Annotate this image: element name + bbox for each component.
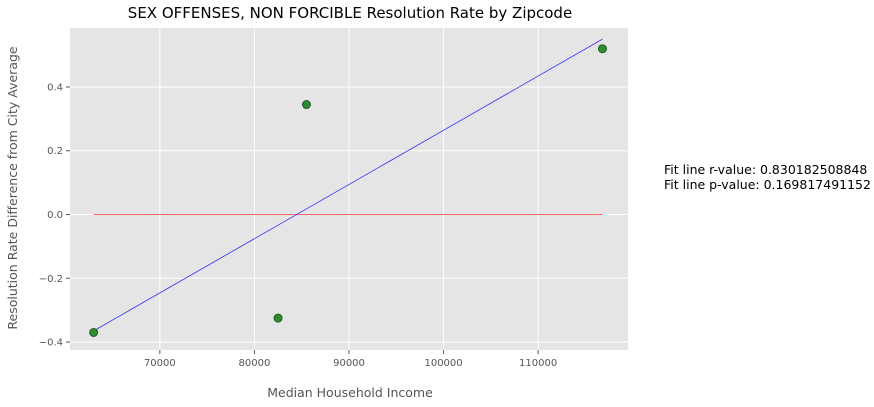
y-tick-label: −0.2 xyxy=(39,274,63,285)
x-tick-label: 70000 xyxy=(144,358,176,369)
chart-title: SEX OFFENSES, NON FORCIBLE Resolution Ra… xyxy=(128,4,572,22)
x-axis-label: Median Household Income xyxy=(267,385,433,400)
p-value-text: Fit line p-value: 0.169817491152 xyxy=(664,177,871,192)
x-tick-label: 110000 xyxy=(519,358,557,369)
y-axis-label: Resolution Rate Difference from City Ave… xyxy=(5,46,20,330)
data-point xyxy=(89,327,99,337)
x-gridlines xyxy=(159,28,539,350)
data-point xyxy=(301,100,311,110)
fit-line xyxy=(93,38,603,332)
y-ticks: −0.4 −0.2 0.0 0.2 0.4 xyxy=(39,82,70,349)
x-tick-label: 80000 xyxy=(239,358,271,369)
x-ticks: 70000 80000 90000 100000 110000 xyxy=(144,350,557,369)
fit-statistics: Fit line r-value: 0.830182508848 Fit lin… xyxy=(664,162,871,192)
data-point xyxy=(273,313,283,323)
y-tick-label: −0.4 xyxy=(39,338,63,349)
y-tick-label: 0.0 xyxy=(47,210,63,221)
data-point xyxy=(597,44,607,54)
x-tick-label: 90000 xyxy=(333,358,365,369)
data-points xyxy=(89,44,607,337)
y-tick-label: 0.2 xyxy=(47,146,63,157)
y-tick-label: 0.4 xyxy=(47,82,63,93)
x-tick-label: 100000 xyxy=(424,358,462,369)
r-value-text: Fit line r-value: 0.830182508848 xyxy=(664,162,868,177)
